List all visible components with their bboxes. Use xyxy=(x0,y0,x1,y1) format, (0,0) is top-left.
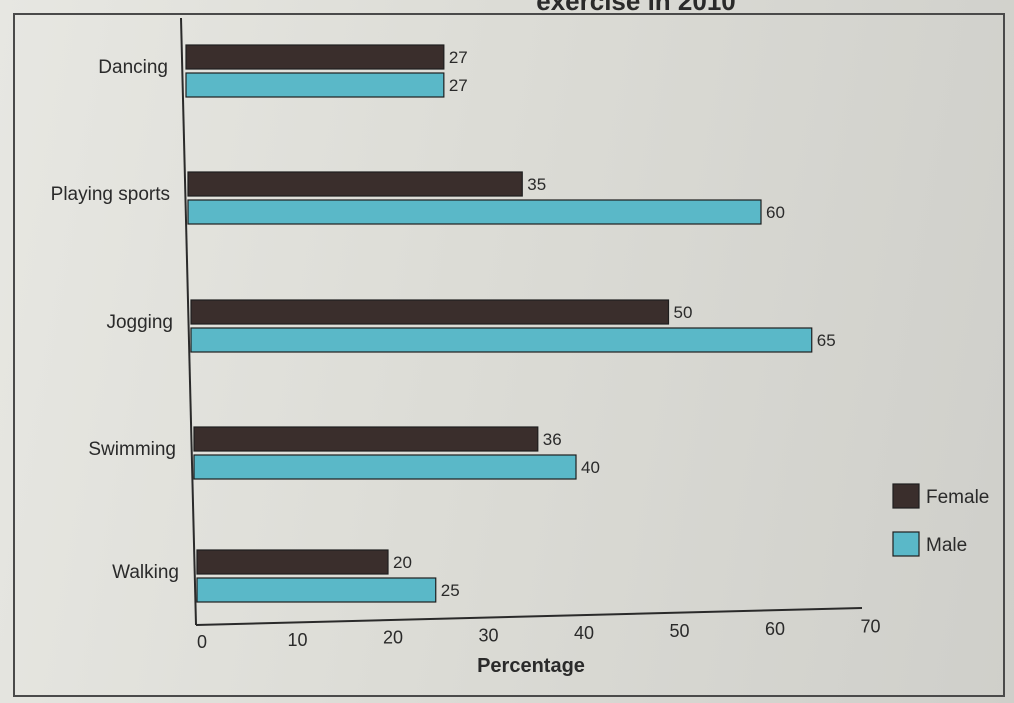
x-tick-label: 50 xyxy=(669,621,689,641)
x-ticks: 0 10 20 30 40 50 60 70 xyxy=(197,617,881,652)
bar-female-dancing xyxy=(185,44,445,70)
data-label: 36 xyxy=(543,430,562,449)
x-tick-label: 60 xyxy=(765,619,785,639)
data-label: 60 xyxy=(766,203,785,222)
value-labels: 27 27 35 60 50 65 36 40 20 25 xyxy=(393,48,836,600)
x-tick-label: 40 xyxy=(574,623,594,643)
x-axis-line xyxy=(195,607,863,626)
category-label: Walking xyxy=(112,562,179,583)
data-label: 20 xyxy=(393,553,412,572)
legend-swatch-female xyxy=(892,483,920,509)
legend-swatch-male xyxy=(892,531,920,557)
bar-male-playing-sports xyxy=(187,199,762,225)
bar-male-walking xyxy=(196,577,437,603)
x-tick-label: 20 xyxy=(383,628,403,648)
bar-male-dancing xyxy=(185,72,445,98)
bar-female-jogging xyxy=(190,299,670,325)
data-label: 27 xyxy=(449,76,468,95)
data-label: 50 xyxy=(674,303,693,322)
data-label: 27 xyxy=(449,48,468,67)
category-label: Playing sports xyxy=(51,184,170,205)
category-label: Swimming xyxy=(88,439,176,460)
bar-male-swimming xyxy=(193,454,577,480)
bars-layer xyxy=(185,44,813,603)
bar-female-playing-sports xyxy=(187,171,523,197)
data-label: 35 xyxy=(527,175,546,194)
x-tick-label: 30 xyxy=(478,625,498,645)
legend: Female Male xyxy=(892,483,989,557)
y-axis-line xyxy=(180,17,197,626)
chart-frame xyxy=(13,13,1005,697)
bar-male-jogging xyxy=(190,327,813,353)
category-label: Dancing xyxy=(98,57,168,78)
data-label: 40 xyxy=(581,458,600,477)
x-tick-label: 10 xyxy=(287,630,307,650)
x-tick-label: 70 xyxy=(860,617,880,637)
bar-female-swimming xyxy=(193,426,539,452)
x-tick-label: 0 xyxy=(197,632,207,652)
chart-title: exercise in 2010 xyxy=(536,0,736,16)
x-axis-title: Percentage xyxy=(477,655,585,677)
category-labels: Dancing Playing sports Jogging Swimming Walk… xyxy=(51,57,179,583)
bar-female-walking xyxy=(196,549,389,575)
legend-label-female: Female xyxy=(926,487,989,508)
legend-label-male: Male xyxy=(926,535,967,556)
data-label: 25 xyxy=(441,581,460,600)
category-label: Jogging xyxy=(106,312,173,333)
data-label: 65 xyxy=(817,331,836,350)
